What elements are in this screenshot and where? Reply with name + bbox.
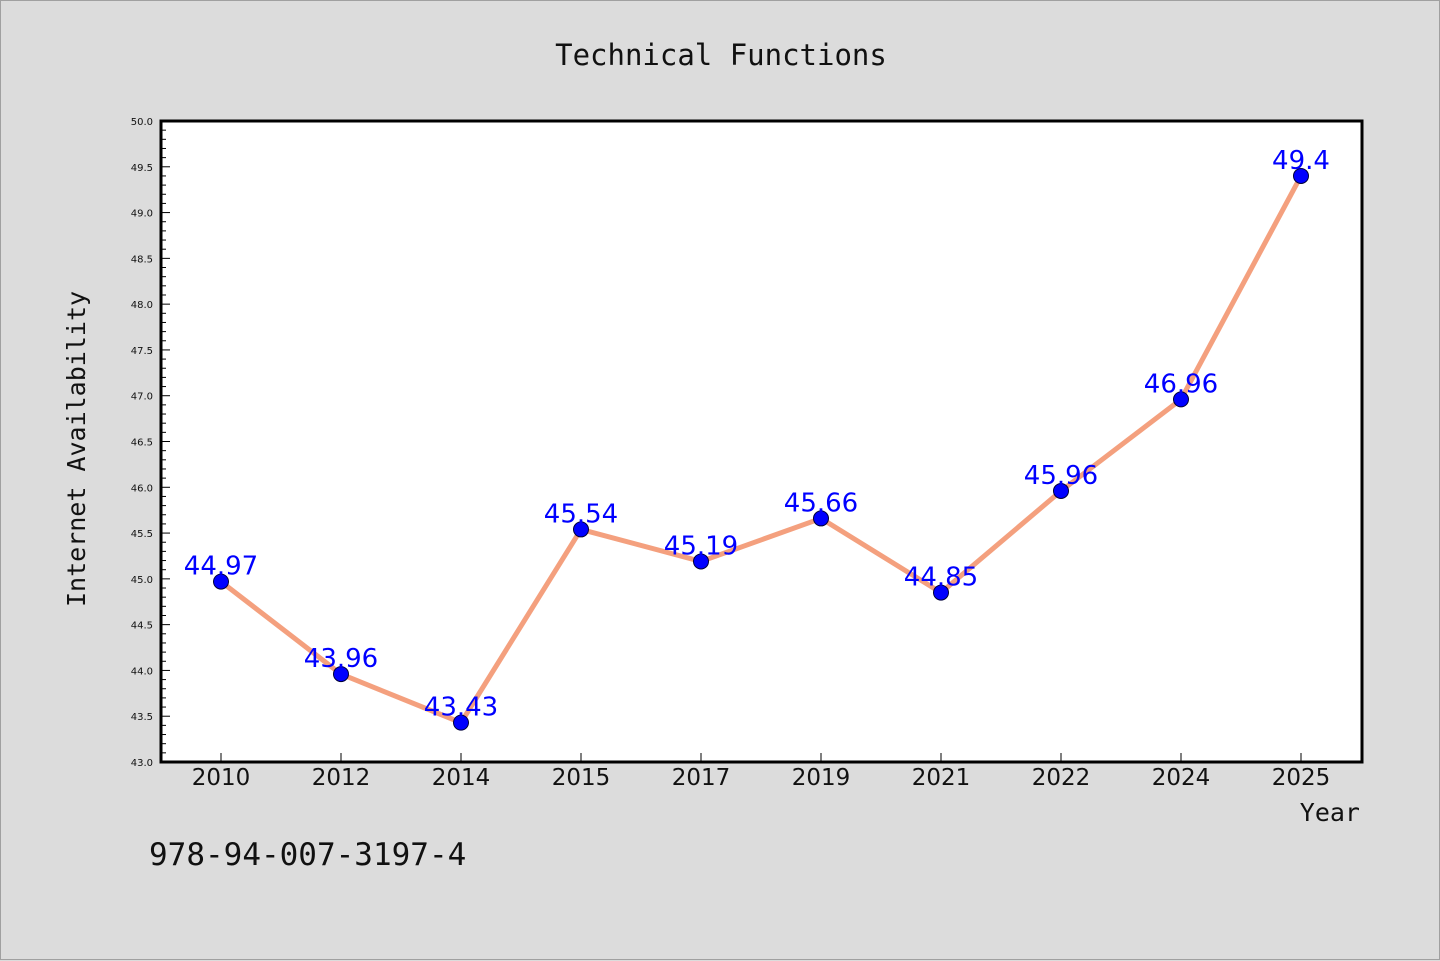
data-label: 45.96 bbox=[1024, 461, 1098, 491]
data-label: 45.54 bbox=[544, 499, 618, 529]
x-tick-label: 2021 bbox=[912, 765, 971, 791]
y-tick-label: 44.0 bbox=[131, 666, 153, 677]
y-tick-label: 45.5 bbox=[131, 529, 153, 540]
x-tick-label: 2010 bbox=[192, 765, 251, 791]
y-tick-label: 48.0 bbox=[131, 300, 153, 311]
data-label: 44.85 bbox=[904, 563, 978, 593]
y-tick-label: 50.0 bbox=[131, 117, 153, 128]
data-point bbox=[573, 521, 589, 538]
y-tick-label: 49.5 bbox=[131, 163, 153, 174]
data-point bbox=[1053, 482, 1069, 499]
x-tick-label: 2022 bbox=[1032, 765, 1091, 791]
y-tick-label: 44.5 bbox=[131, 621, 153, 632]
data-label: 44.97 bbox=[184, 552, 258, 582]
data-label: 43.43 bbox=[424, 693, 498, 723]
x-tick-label: 2012 bbox=[312, 765, 371, 791]
data-point bbox=[333, 666, 349, 683]
y-tick-label: 46.5 bbox=[131, 438, 153, 449]
y-tick-label: 47.0 bbox=[131, 392, 153, 403]
data-labels: 44.97 43.96 43.43 45.54 45.19 45.66 44.85 45.96… bbox=[184, 146, 1330, 723]
y-tick-label: 46.0 bbox=[131, 483, 153, 494]
data-point bbox=[1293, 167, 1309, 184]
data-label: 49.4 bbox=[1272, 146, 1330, 176]
y-tick-label: 47.5 bbox=[131, 346, 153, 357]
y-axis-label: Internet Availability bbox=[62, 291, 91, 607]
data-point bbox=[213, 573, 229, 590]
data-point bbox=[813, 510, 829, 527]
data-label: 45.66 bbox=[784, 488, 858, 518]
x-tick-label: 2014 bbox=[432, 765, 491, 791]
x-tick-label: 2019 bbox=[792, 765, 851, 791]
y-axis: 43.0 43.5 44.0 44.5 45.0 45.5 46.0 46.5 47.0 47.5… bbox=[131, 117, 170, 769]
chart-title: Technical Functions bbox=[555, 38, 887, 72]
y-tick-label: 45.0 bbox=[131, 575, 153, 586]
y-tick-label: 43.5 bbox=[131, 712, 153, 723]
data-point bbox=[933, 584, 949, 601]
series-line bbox=[218, 173, 1304, 726]
y-tick-label: 48.5 bbox=[131, 254, 153, 265]
x-tick-label: 2017 bbox=[672, 765, 731, 791]
data-label: 45.19 bbox=[664, 531, 738, 561]
x-axis-label: Year bbox=[1300, 798, 1360, 827]
y-tick-label: 49.0 bbox=[131, 209, 153, 220]
data-point bbox=[453, 714, 469, 731]
data-label: 43.96 bbox=[304, 644, 378, 674]
x-tick-label: 2025 bbox=[1272, 765, 1331, 791]
x-tick-label: 2015 bbox=[552, 765, 611, 791]
data-label: 46.96 bbox=[1144, 369, 1218, 399]
data-point bbox=[693, 553, 709, 570]
y-tick-label: 43.0 bbox=[131, 758, 153, 769]
x-tick-label: 2024 bbox=[1152, 765, 1211, 791]
isbn-caption: 978-94-007-3197-4 bbox=[149, 837, 466, 873]
x-axis: 2010 2012 2014 2015 2017 2019 2021 2022 2024 2025 bbox=[192, 753, 1331, 791]
data-point bbox=[1173, 391, 1189, 408]
plot-area bbox=[159, 119, 1364, 764]
data-markers bbox=[213, 167, 1309, 731]
